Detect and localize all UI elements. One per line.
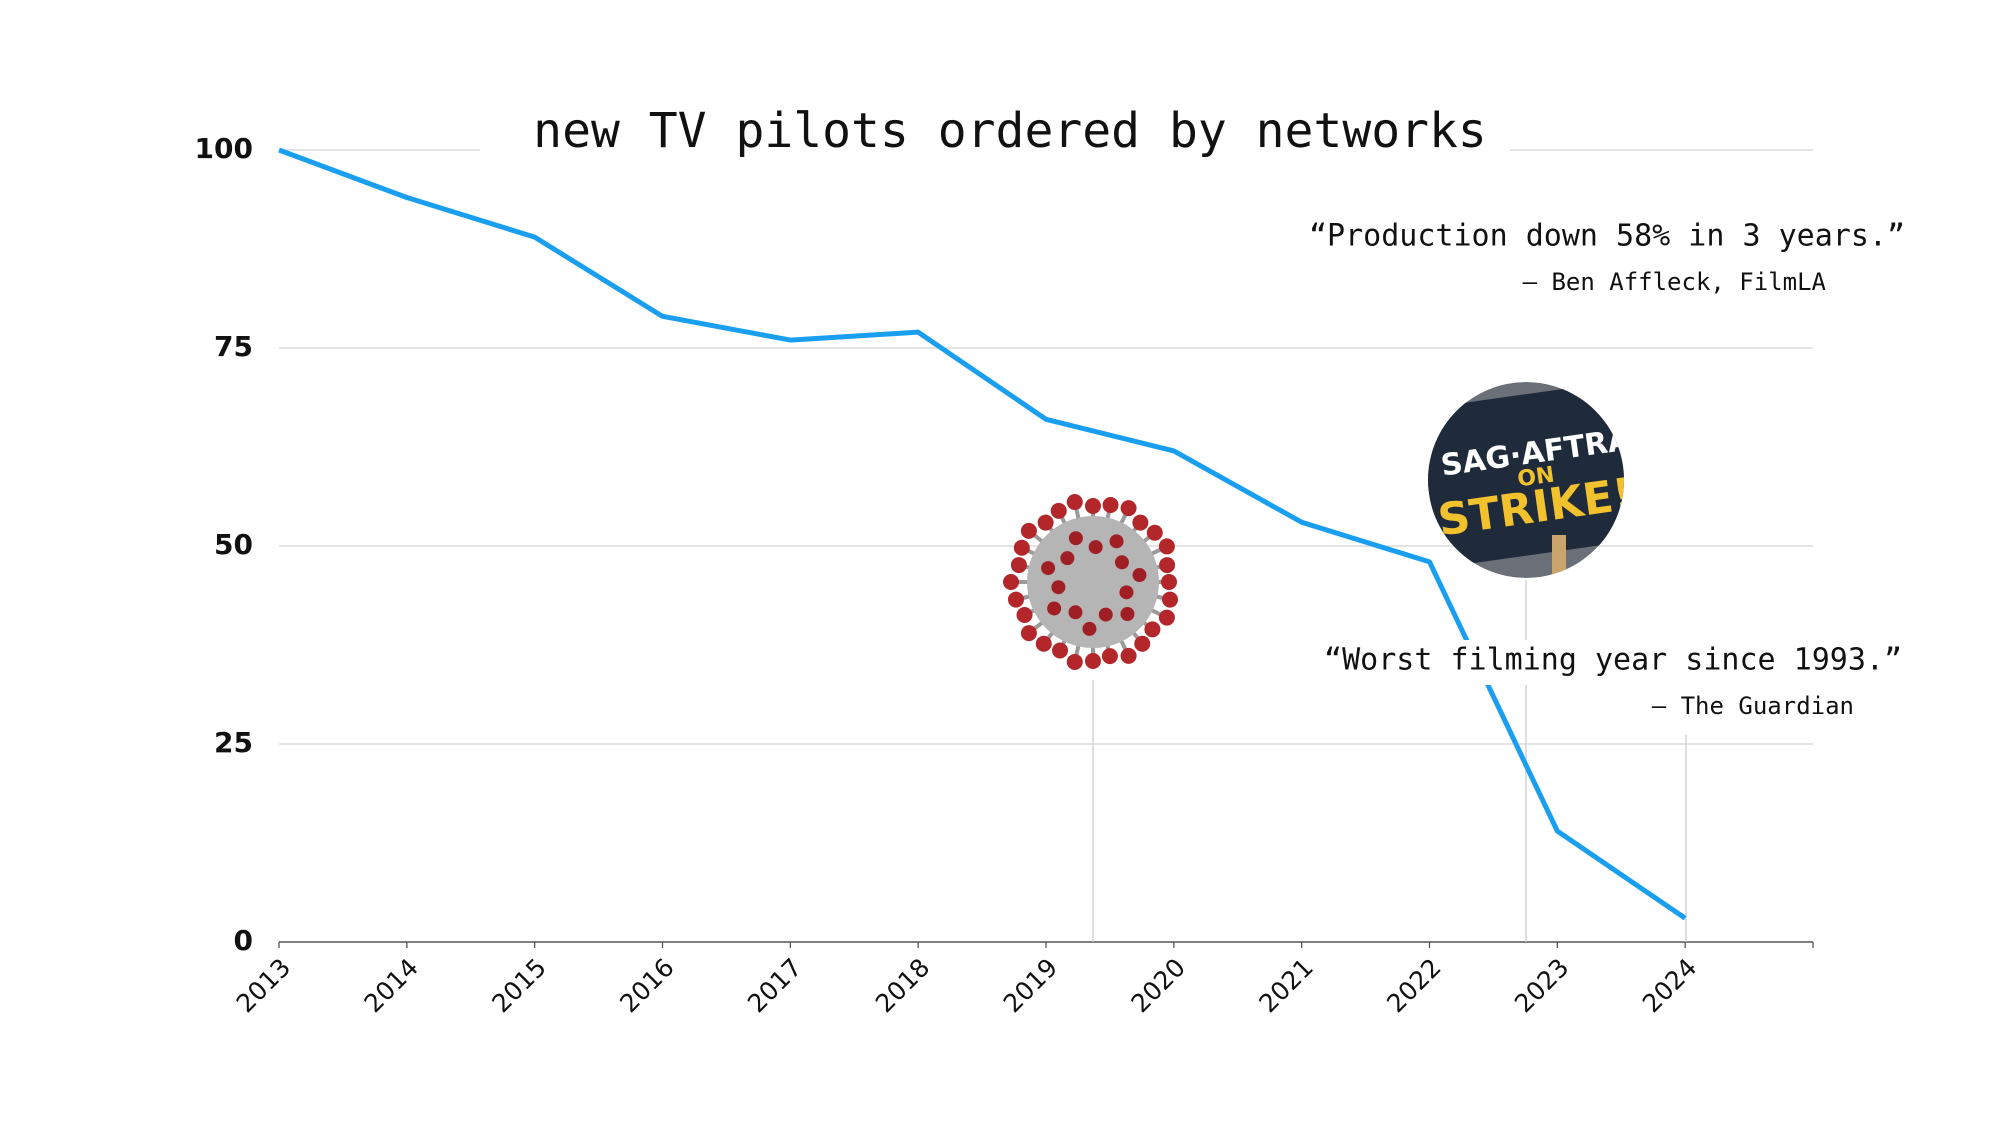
virus-image [1003, 494, 1179, 670]
virus-tip [1066, 494, 1083, 511]
virus-tip [1101, 648, 1118, 665]
data-line [278, 147, 1687, 921]
virus-tip [1085, 653, 1101, 669]
virus-tip [1016, 606, 1033, 623]
virus-tip [1102, 496, 1119, 513]
virus-tip [1159, 557, 1176, 574]
annotation-source: — Ben Affleck, FilmLA [1523, 268, 1827, 296]
virus-tip [1158, 609, 1175, 626]
virus-tip [1085, 498, 1101, 514]
virus-tip [1013, 539, 1030, 556]
virus-tip [1114, 555, 1129, 570]
virus-tip [1144, 621, 1161, 638]
y-tick-label: 75 [214, 330, 253, 363]
virus-tip [1066, 653, 1083, 670]
virus-tip [1120, 606, 1135, 621]
virus-tip [1109, 534, 1124, 549]
y-tick-label: 0 [234, 924, 253, 957]
virus-tip [1068, 531, 1083, 546]
virus-tip [1120, 500, 1137, 517]
virus-tip [1088, 540, 1103, 555]
virus-tip [1060, 551, 1075, 566]
virus-tip [1050, 502, 1067, 519]
y-tick-label: 25 [214, 726, 253, 759]
annotation-quote: “Worst filming year since 1993.” [1324, 643, 1902, 678]
virus-tip [1134, 635, 1151, 652]
sign-board [1428, 382, 1624, 568]
virus-tip [1037, 514, 1054, 531]
virus-tip [1162, 591, 1179, 608]
virus-tip [1132, 568, 1147, 583]
virus-tip [1068, 605, 1083, 620]
virus-tip [1047, 601, 1062, 616]
y-tick-label: 50 [214, 528, 253, 561]
y-tick-label: 100 [195, 132, 253, 165]
title-backdrop [480, 100, 1510, 170]
virus-tip [1120, 647, 1137, 664]
virus-tip [1003, 574, 1019, 590]
virus-tip [1020, 522, 1037, 539]
chart-title: new TV pilots ordered by networks [533, 103, 1487, 159]
virus-tip [1132, 514, 1149, 531]
virus-tip [1052, 642, 1069, 659]
virus-tip [1041, 561, 1056, 576]
virus-tip [1020, 625, 1037, 642]
virus-tip [1158, 538, 1175, 555]
virus-tip [1161, 574, 1177, 590]
annotation-source: — The Guardian [1652, 692, 1854, 720]
sign-stick [1552, 535, 1566, 578]
virus-tip [1051, 580, 1066, 595]
quote-backdrop [1290, 640, 1910, 685]
virus-tip [1007, 591, 1024, 608]
virus-tip [1119, 585, 1134, 600]
virus-tip [1098, 607, 1113, 622]
virus-tip [1082, 621, 1097, 636]
annotation-quote: “Production down 58% in 3 years.” [1309, 219, 1905, 254]
virus-tip [1010, 557, 1027, 574]
virus-tip [1035, 635, 1052, 652]
sign-text: ON [1516, 463, 1556, 493]
virus-tip [1146, 524, 1163, 541]
